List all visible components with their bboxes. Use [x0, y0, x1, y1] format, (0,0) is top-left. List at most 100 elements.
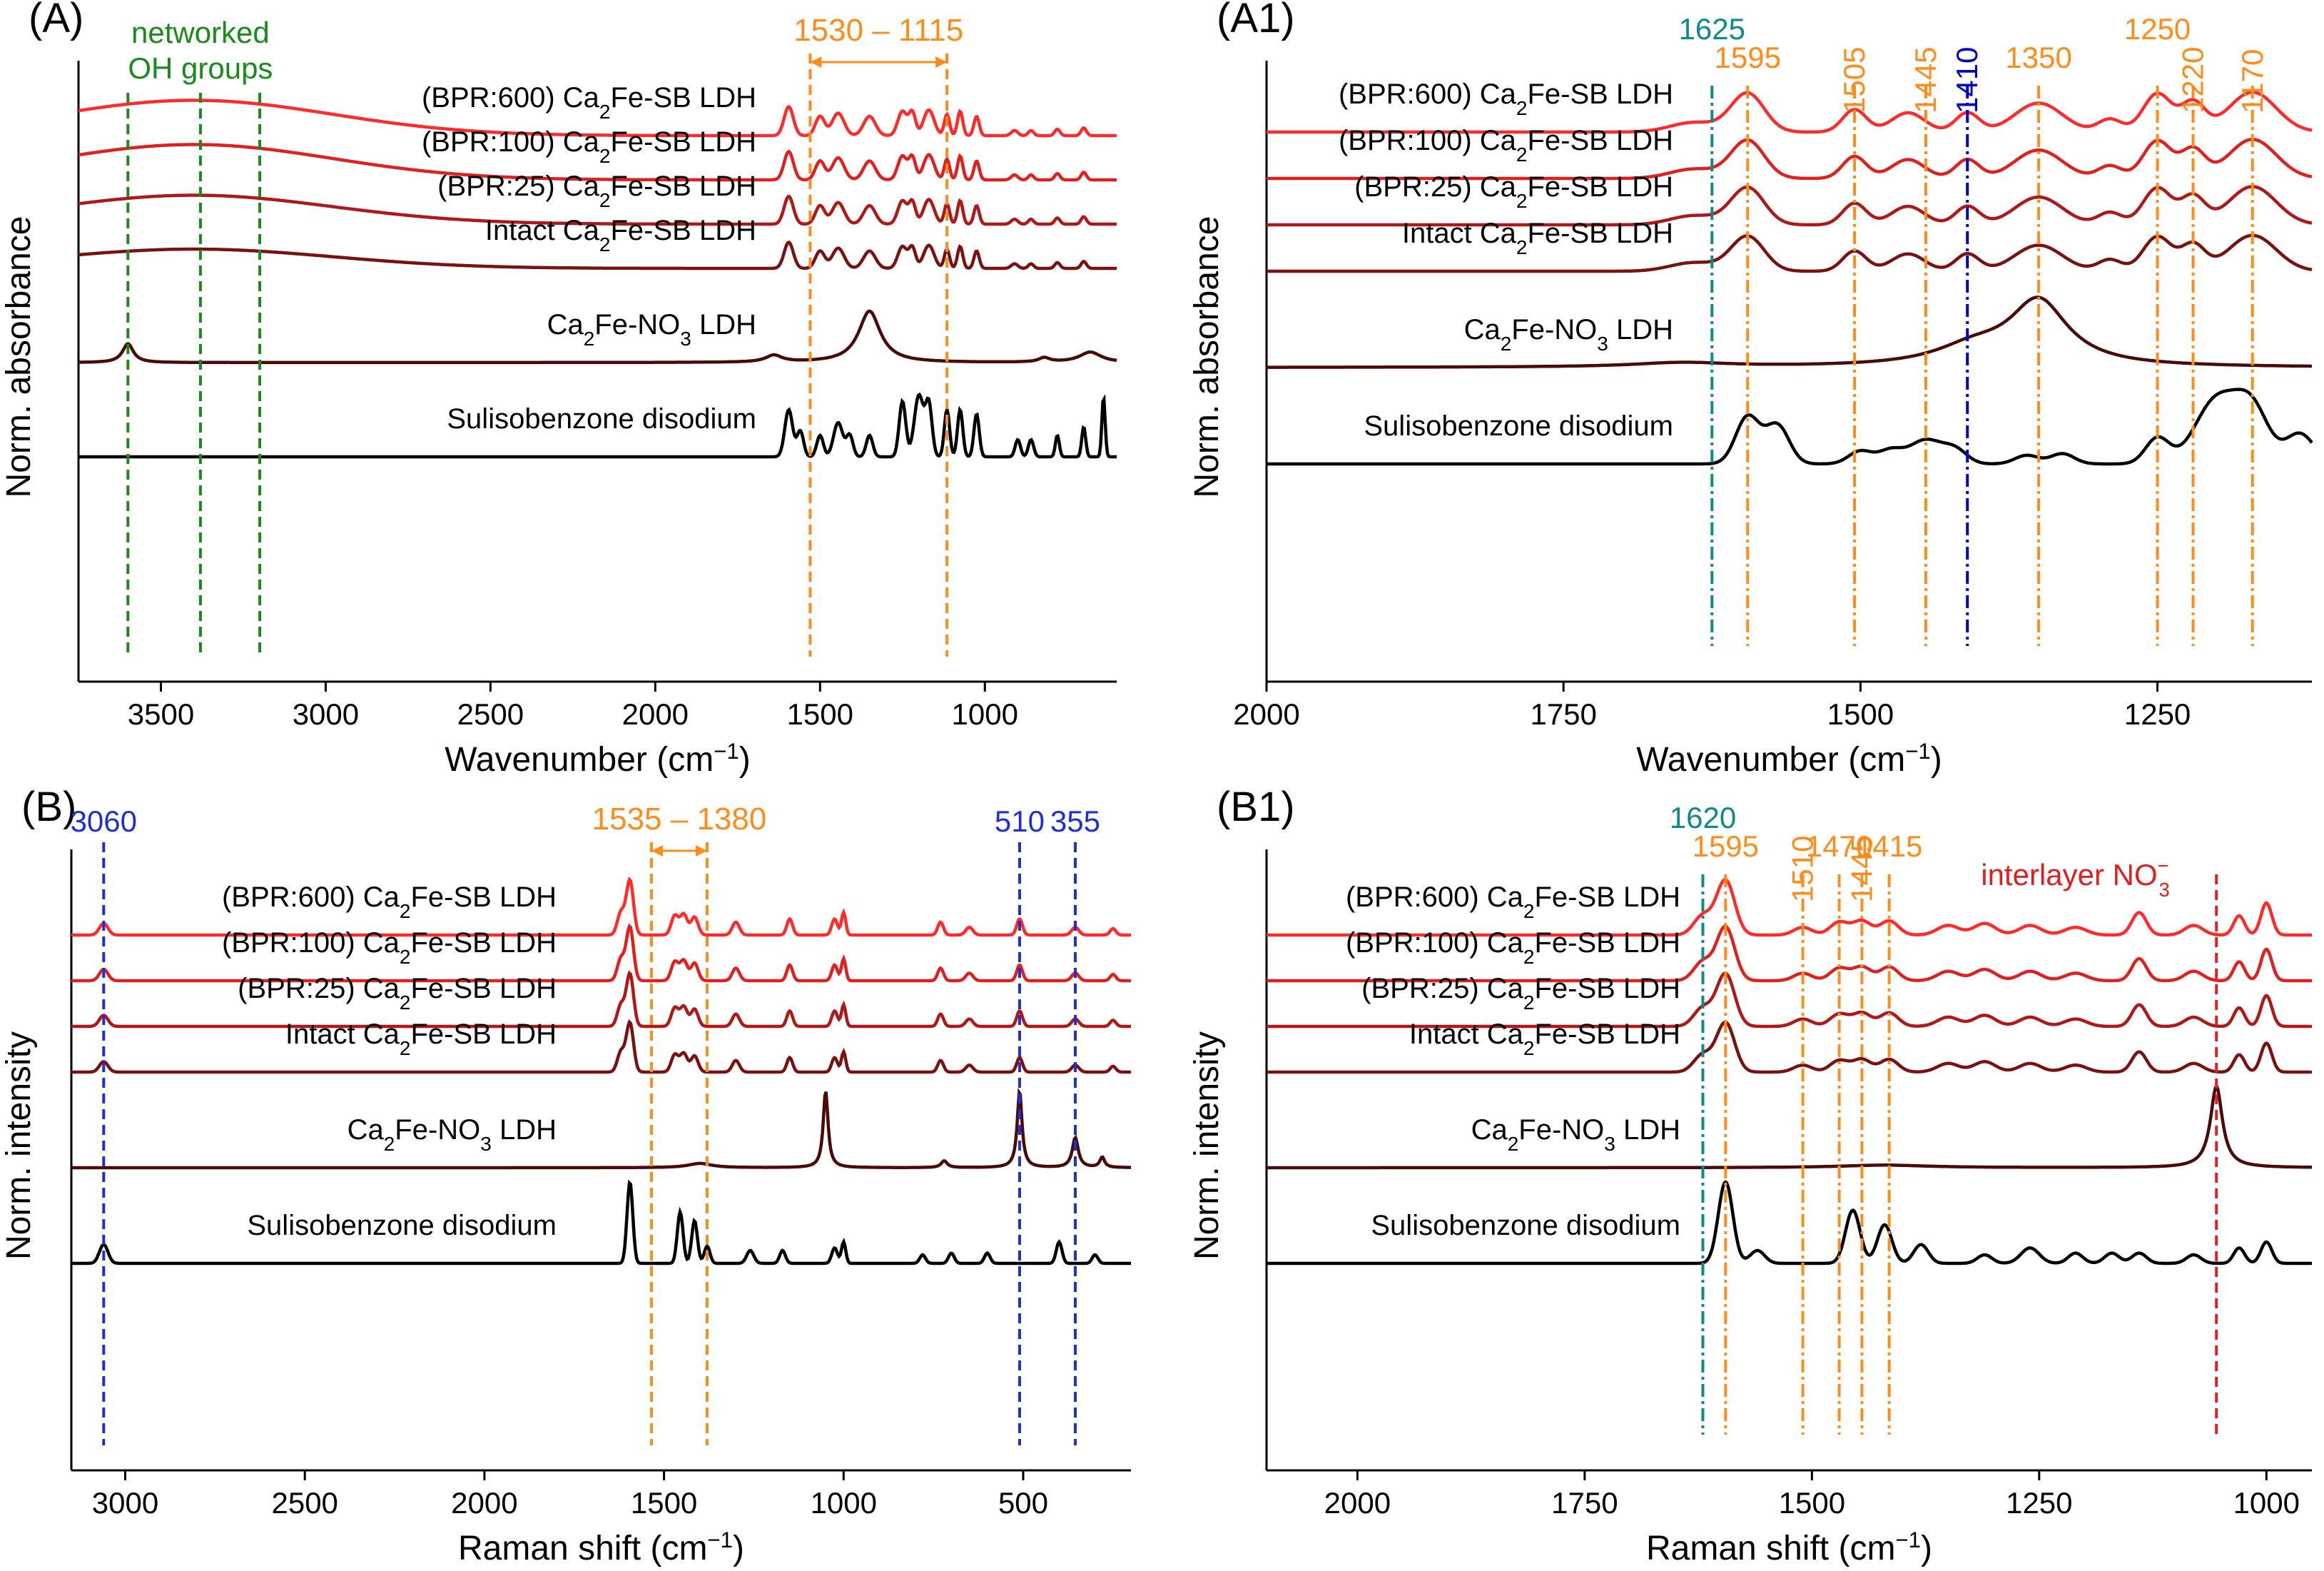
peak-label: 1595	[1715, 41, 1781, 74]
series-line-5	[78, 309, 1117, 365]
series-line-6	[1267, 1180, 2312, 1266]
series-label: Intact Ca2Fe-SB LDH	[1409, 1019, 1680, 1059]
series-label: Ca2Fe-NO3 LDH	[347, 1114, 557, 1155]
series-label: (BPR:600) Ca2Fe-SB LDH	[422, 82, 756, 123]
x-tick-label: 500	[998, 1486, 1048, 1520]
y-axis-label: Norm. intensity	[0, 1031, 38, 1260]
x-axis-label: Wavenumber (cm−1)	[1636, 739, 1942, 779]
x-axis-label: Wavenumber (cm−1)	[445, 739, 751, 779]
series-label: Sulisobenzone disodium	[447, 403, 756, 435]
series-label: (BPR:600) Ca2Fe-SB LDH	[1339, 79, 1673, 119]
series-label: Intact Ca2Fe-SB LDH	[285, 1019, 557, 1059]
region-label: 1530 – 1115	[793, 13, 963, 48]
x-tick-label: 1250	[2006, 1486, 2072, 1520]
series-label: Sulisobenzone disodium	[247, 1210, 557, 1241]
series-label: Intact Ca2Fe-SB LDH	[1402, 218, 1673, 258]
x-tick-label: 1250	[2124, 697, 2191, 731]
series-line-4	[78, 241, 1117, 271]
x-tick-label: 2000	[1233, 697, 1299, 731]
peak-label: 1625	[1679, 12, 1745, 46]
panel-a1: (A1) 2000 1750 1500 1250 Wavenumber (cm−1) Nor…	[1188, 0, 2313, 779]
peak-label: interlayer NO− 3	[1981, 854, 2170, 901]
x-tick-label: 1000	[811, 1486, 877, 1520]
peak-label: 1415	[1856, 829, 1922, 863]
series-line-4	[1267, 1020, 2312, 1074]
peak-label: 510	[995, 804, 1045, 838]
x-tick-label: 1000	[952, 697, 1018, 731]
panel-b: (B) 3000 2500 2000 1500 1000 500 Raman shift (c…	[0, 784, 1131, 1567]
series-label: (BPR:25) Ca2Fe-SB LDH	[1354, 171, 1673, 212]
panel-a: (A) 3500 3000 2500 2000 1500 1000 Wavenumber (c…	[0, 0, 1117, 779]
panel-label: (A)	[29, 0, 83, 41]
x-tick-label: 1500	[1779, 1486, 1845, 1520]
x-tick-label: 3000	[293, 697, 359, 731]
series-label: Ca2Fe-NO3 LDH	[1471, 1114, 1680, 1155]
series-line-6	[71, 1179, 1131, 1266]
series-line-3	[78, 193, 1117, 226]
x-tick-label: 1000	[2233, 1486, 2300, 1520]
peak-label: 1620	[1670, 801, 1736, 834]
series-line-2	[1267, 924, 2312, 983]
panel-label: (B1)	[1217, 784, 1295, 830]
series-label: (BPR:600) Ca2Fe-SB LDH	[1346, 882, 1680, 922]
series-label: (BPR:600) Ca2Fe-SB LDH	[222, 882, 557, 922]
series-line-5	[1267, 1083, 2312, 1170]
series-line-1	[1267, 877, 2312, 937]
x-axis-label: Raman shift (cm−1)	[1646, 1527, 1932, 1568]
x-tick-label: 2500	[271, 1486, 338, 1520]
series-line-2	[1267, 138, 2313, 181]
series-line-2	[78, 143, 1117, 182]
series-line-1	[78, 98, 1117, 138]
x-tick-label: 2500	[457, 697, 524, 731]
x-tick-label: 1500	[631, 1486, 697, 1520]
peak-label: 355	[1050, 804, 1100, 838]
panel-b1: (B1) 2000 1750 1500 1250 1000 Raman shift (cm−…	[1188, 784, 2312, 1567]
x-tick-label: 1500	[1827, 697, 1894, 731]
series-line-3	[1267, 185, 2313, 227]
series-label: (BPR:100) Ca2Fe-SB LDH	[222, 927, 557, 968]
peak-label: 1410	[1950, 47, 1984, 113]
peak-label: 1220	[2176, 47, 2210, 113]
x-tick-label: 1500	[787, 697, 853, 731]
series-label: (BPR:25) Ca2Fe-SB LDH	[1361, 973, 1680, 1014]
series-line-5	[1267, 295, 2312, 369]
y-axis-label: Norm. intensity	[1188, 1031, 1226, 1260]
series-line-1	[1267, 90, 2313, 134]
region-arrowheads	[651, 845, 707, 857]
series-label: (BPR:100) Ca2Fe-SB LDH	[1339, 125, 1673, 166]
x-tick-label: 1750	[1551, 1486, 1618, 1520]
series-line-3	[71, 970, 1131, 1029]
x-tick-label: 1750	[1530, 697, 1596, 731]
peak-label: 1510	[1786, 836, 1820, 902]
series-line-4	[71, 1019, 1131, 1074]
series-label: (BPR:100) Ca2Fe-SB LDH	[422, 126, 756, 167]
x-tick-label: 3000	[92, 1486, 158, 1520]
series-label: Sulisobenzone disodium	[1364, 410, 1673, 442]
series-line-6	[78, 392, 1117, 459]
x-tick-label: 3500	[128, 697, 194, 731]
series-line-1	[71, 876, 1131, 937]
oh-label-line2: OH groups	[128, 51, 273, 85]
peak-label: 1445	[1909, 47, 1942, 113]
peak-label: 1505	[1837, 47, 1871, 113]
series-label: Sulisobenzone disodium	[1371, 1210, 1680, 1241]
series-line-4	[1267, 233, 2313, 273]
series-label: Intact Ca2Fe-SB LDH	[485, 215, 756, 256]
peak-label: 1595	[1693, 829, 1759, 863]
series-label: Ca2Fe-NO3 LDH	[1464, 314, 1673, 355]
peak-label: 1470	[1806, 829, 1872, 863]
peak-label: 1445	[1845, 836, 1878, 902]
series-label: Ca2Fe-NO3 LDH	[547, 309, 756, 350]
x-axis-label: Raman shift (cm−1)	[458, 1527, 744, 1568]
series-line-6	[1267, 388, 2313, 466]
region-label: 1535 – 1380	[592, 802, 767, 837]
panel-label: (B)	[21, 784, 76, 830]
series-label: (BPR:25) Ca2Fe-SB LDH	[437, 171, 756, 211]
peak-label: 1350	[2005, 41, 2071, 74]
peak-label: 1170	[2236, 49, 2269, 113]
series-label: (BPR:25) Ca2Fe-SB LDH	[238, 973, 557, 1014]
series-line-2	[71, 923, 1131, 983]
peak-label: 3060	[71, 804, 137, 838]
series-line-5	[71, 1087, 1131, 1170]
